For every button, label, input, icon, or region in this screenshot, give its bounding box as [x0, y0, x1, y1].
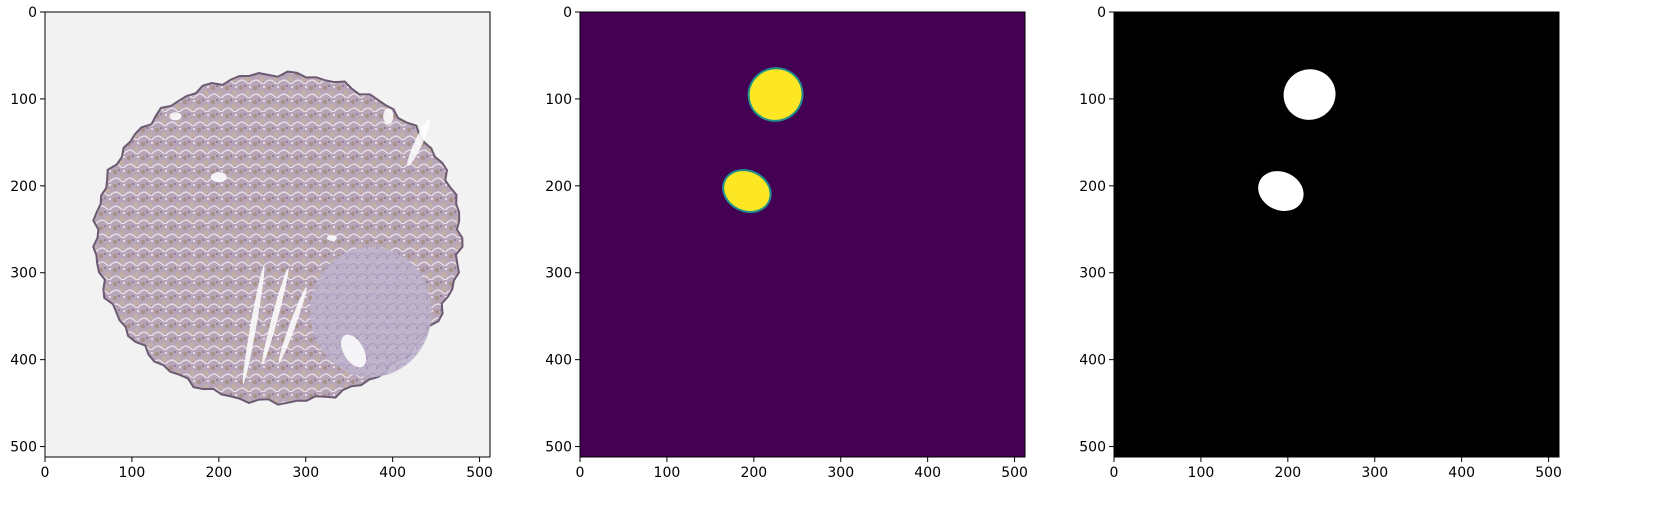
y-tick-label: 0 [1097, 5, 1106, 21]
x-tick-label: 200 [740, 465, 767, 481]
y-tick-label: 200 [1079, 179, 1106, 195]
tissue-lumen [262, 267, 289, 365]
tissue-lumen [326, 234, 337, 241]
y-tick-label: 0 [563, 5, 572, 21]
y-tick-label: 500 [545, 440, 572, 456]
x-tick-label: 300 [827, 465, 854, 481]
x-tick-label: 0 [41, 465, 50, 481]
tissue-lumen [341, 334, 367, 368]
axes-frame [579, 11, 1026, 458]
y-tick-label: 300 [10, 266, 37, 282]
axes-frame [44, 11, 491, 458]
panel-3-image [1114, 12, 1559, 457]
x-tick-label: 100 [654, 465, 681, 481]
mask-blob [1258, 171, 1304, 212]
y-tick-label: 200 [545, 179, 572, 195]
tissue-lumen [210, 172, 227, 183]
y-tick-label: 400 [10, 353, 37, 369]
x-tick-label: 100 [1188, 465, 1215, 481]
y-tick-label: 100 [545, 92, 572, 108]
panel-1-image [45, 12, 490, 457]
y-tick-label: 0 [28, 5, 37, 21]
axes-frame [1113, 11, 1560, 458]
x-tick-label: 400 [1448, 465, 1475, 481]
mask-blob [724, 171, 770, 212]
x-tick-label: 200 [1274, 465, 1301, 481]
image-background [580, 12, 1025, 457]
x-tick-label: 0 [576, 465, 585, 481]
x-tick-label: 500 [466, 465, 493, 481]
x-tick-label: 400 [914, 465, 941, 481]
tissue-lumen [383, 108, 394, 125]
x-tick-label: 200 [205, 465, 232, 481]
y-tick-label: 100 [1079, 92, 1106, 108]
tissue-lumen [278, 287, 307, 363]
y-tick-label: 100 [10, 92, 37, 108]
x-tick-label: 500 [1535, 465, 1562, 481]
tissue-lumen [407, 118, 431, 166]
stroma-region [310, 246, 432, 378]
mask-blob [749, 69, 802, 120]
y-tick-label: 300 [545, 266, 572, 282]
y-tick-label: 400 [1079, 353, 1106, 369]
x-tick-label: 500 [1001, 465, 1028, 481]
x-tick-label: 300 [292, 465, 319, 481]
x-tick-label: 0 [1110, 465, 1119, 481]
y-tick-label: 500 [10, 440, 37, 456]
tissue-lumen [169, 112, 182, 121]
y-tick-label: 500 [1079, 440, 1106, 456]
image-background [1114, 12, 1559, 457]
y-tick-label: 400 [545, 353, 572, 369]
panel-2-image [580, 12, 1025, 457]
x-tick-label: 400 [379, 465, 406, 481]
y-tick-label: 200 [10, 179, 37, 195]
tissue-lumen [242, 265, 265, 384]
x-tick-label: 300 [1361, 465, 1388, 481]
x-tick-label: 100 [119, 465, 146, 481]
mask-blob [1283, 69, 1336, 120]
y-tick-label: 300 [1079, 266, 1106, 282]
